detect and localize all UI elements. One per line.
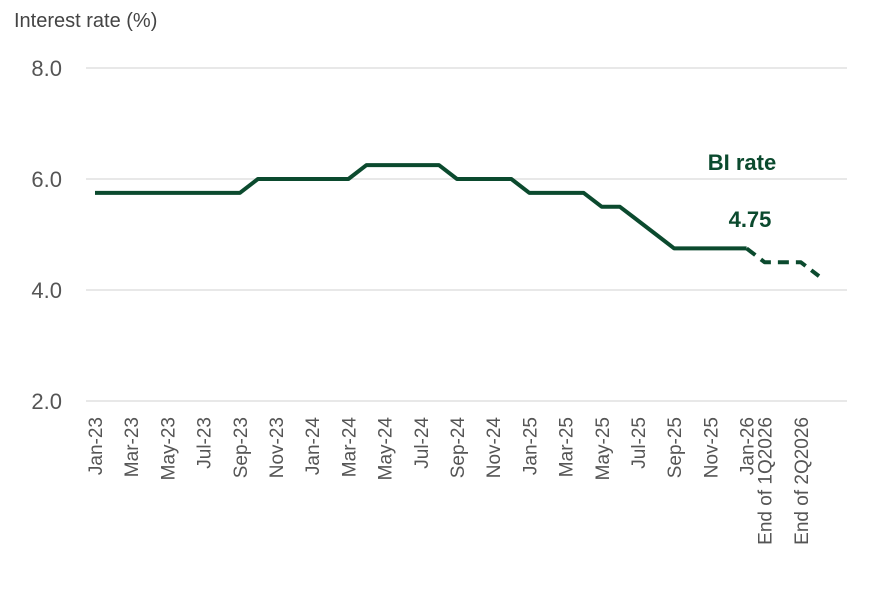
x-tick-label: Nov-25 (701, 417, 722, 478)
x-tick-label: May-24 (376, 417, 397, 481)
series-line (95, 163, 747, 251)
x-tick-label: Jan-23 (86, 417, 107, 475)
x-tick-label: Sep-23 (231, 417, 252, 478)
y-axis-title: Interest rate (%) (14, 10, 158, 32)
x-tick-label: Jan-26 (738, 417, 759, 475)
annotation-series-label: BI rate (708, 150, 776, 175)
x-tick-label: Jul-25 (629, 417, 650, 469)
x-tick-label: Jul-24 (412, 417, 433, 469)
annotation-value-label: 4.75 (729, 207, 772, 232)
forecast-line (745, 246, 821, 278)
x-tick-label: Mar-25 (557, 417, 578, 477)
x-tick-label: Nov-23 (267, 417, 288, 478)
x-tick-label: End of 1Q2026 (756, 417, 777, 545)
x-tick-label: Jan-24 (303, 417, 324, 476)
x-tick-label: May-23 (158, 417, 179, 480)
y-tick-label: 8.0 (31, 56, 62, 81)
y-tick-label: 2.0 (31, 389, 62, 414)
x-tick-label: Mar-23 (122, 417, 143, 477)
x-tick-label: Jan-25 (520, 417, 541, 475)
x-tick-label: Mar-24 (339, 417, 360, 478)
x-tick-label: Sep-25 (665, 417, 686, 478)
x-tick-label: Jul-23 (195, 417, 216, 469)
x-tick-label: End of 2Q2026 (792, 417, 813, 545)
y-tick-label: 4.0 (31, 278, 62, 303)
x-tick-label: Nov-24 (484, 417, 505, 479)
y-tick-label: 6.0 (31, 167, 62, 192)
x-tick-label: Sep-24 (448, 417, 469, 479)
x-tick-label: May-25 (593, 417, 614, 480)
